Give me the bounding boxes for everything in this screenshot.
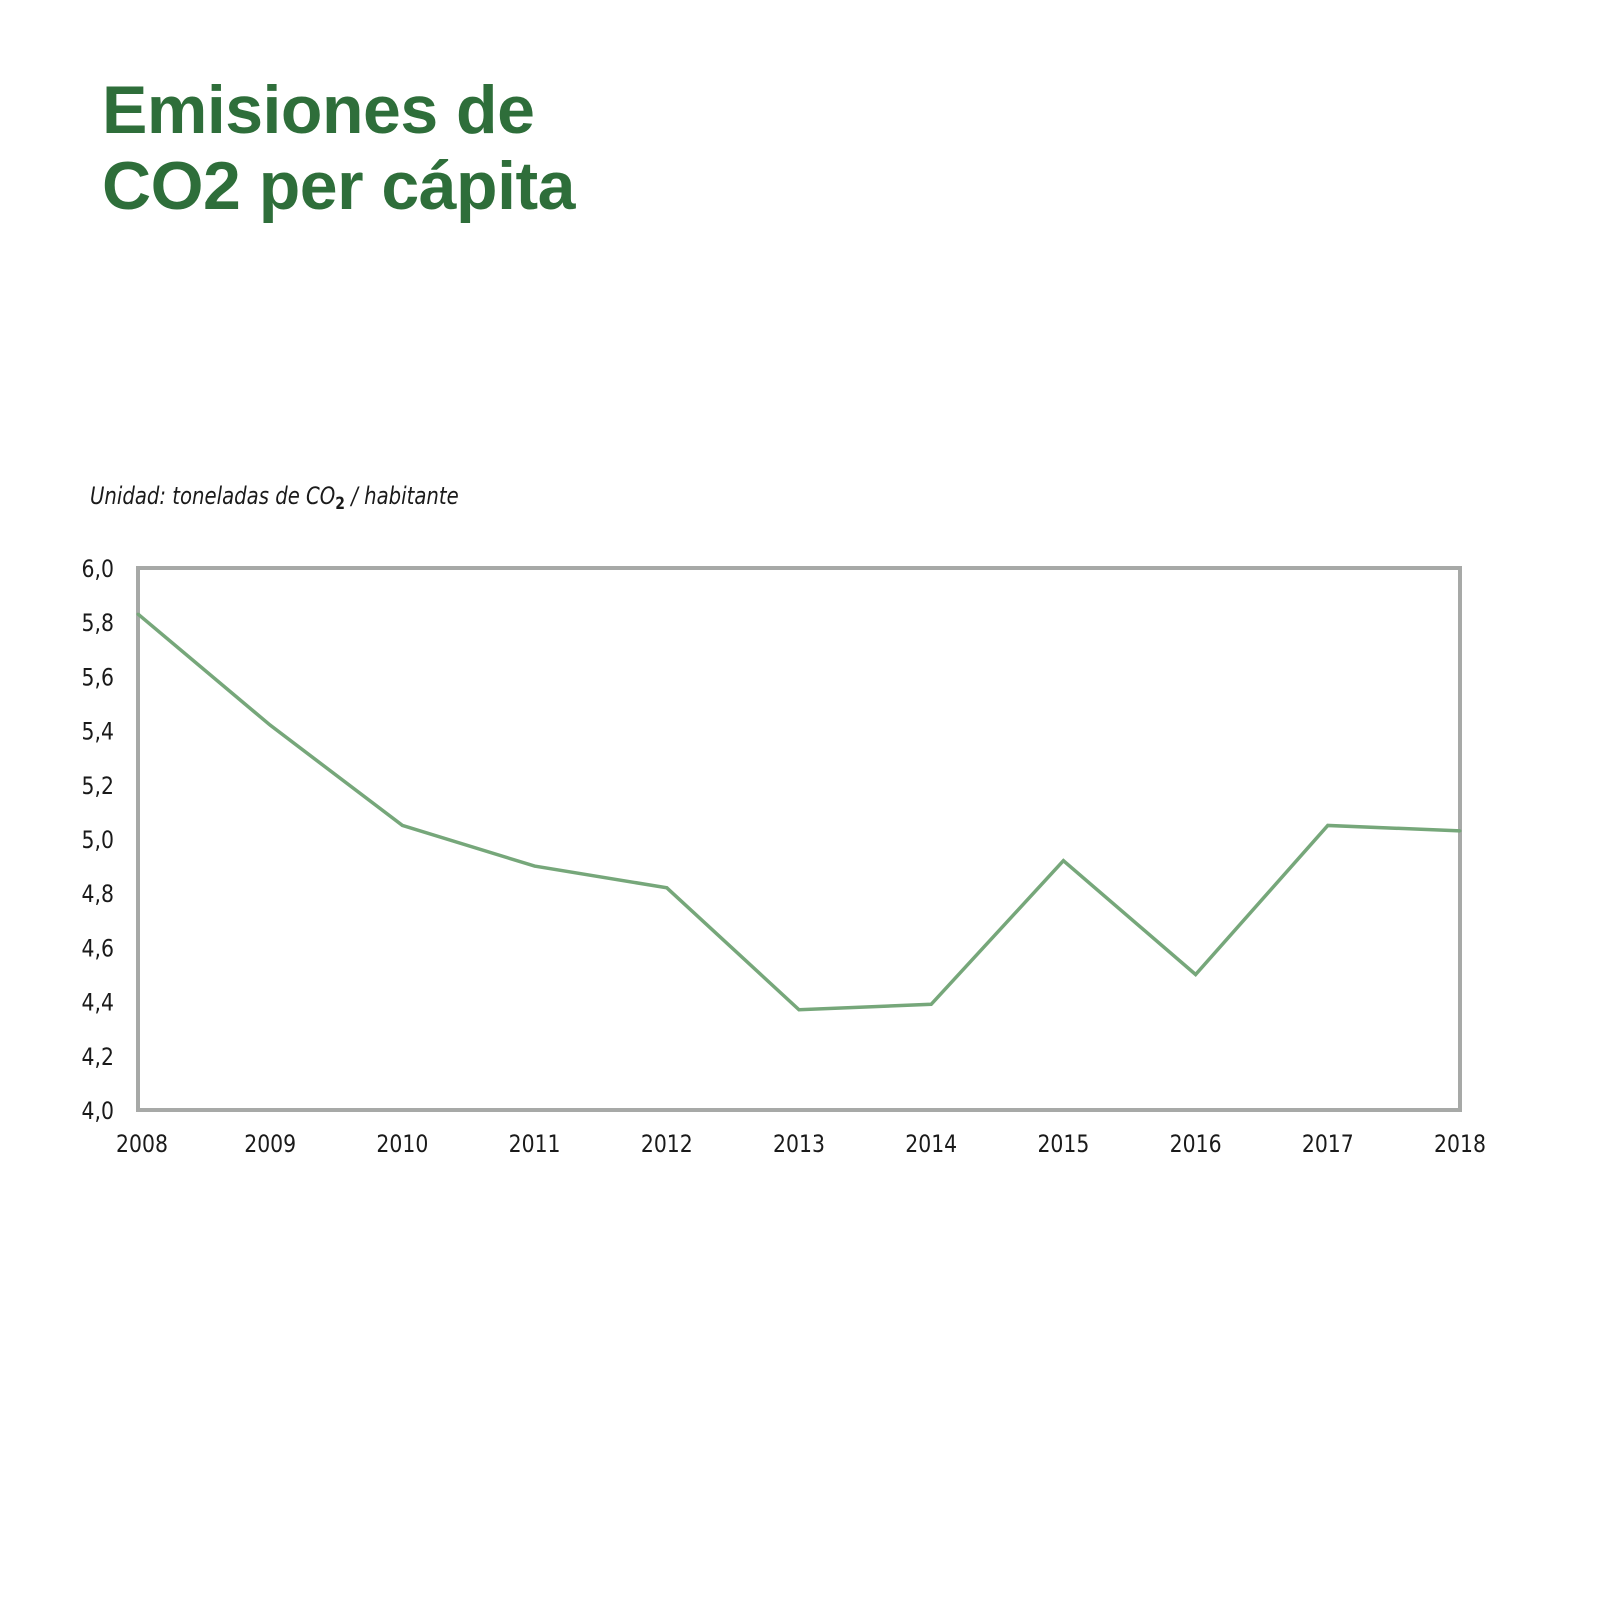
x-tick-label: 2011: [509, 1130, 561, 1158]
x-tick-label: 2017: [1302, 1130, 1354, 1158]
y-tick-label: 6,0: [82, 555, 114, 583]
data-point-2015: [1061, 859, 1065, 863]
title-line-2: CO2 per cápita: [102, 148, 575, 224]
plot-frame: [136, 566, 1462, 1112]
unit-subscript: 2: [335, 494, 346, 514]
x-tick-label: 2015: [1037, 1130, 1089, 1158]
y-tick-label: 4,2: [82, 1043, 114, 1071]
y-tick-label: 4,8: [82, 881, 114, 909]
x-axis-ticks: 2008 2009 2010 2011 2012 2013 2014 2015 2016 2017…: [116, 1130, 1486, 1158]
x-tick-label: 2012: [641, 1130, 693, 1158]
data-point-2009: [268, 723, 272, 727]
x-tick-label: 2016: [1170, 1130, 1222, 1158]
y-tick-label: 5,2: [82, 772, 114, 800]
y-axis-ticks: 4,0 4,2 4,4 4,6 4,8 5,0 5,2 5,4 5,6 5,8 6,0: [82, 555, 114, 1125]
page-title: Emisiones de CO2 per cápita: [102, 72, 575, 224]
y-tick-label: 5,0: [82, 826, 114, 854]
series-line: [136, 612, 1461, 1012]
y-tick-label: 4,6: [82, 935, 114, 963]
x-tick-label: 2014: [905, 1130, 957, 1158]
data-point-2016: [1194, 973, 1198, 976]
x-tick-label: 2013: [773, 1130, 825, 1158]
title-line-1: Emisiones de: [102, 72, 535, 148]
y-tick-label: 5,6: [82, 664, 114, 692]
data-point-2012: [665, 886, 669, 890]
y-tick-label: 5,8: [82, 610, 114, 638]
data-point-2017: [1326, 823, 1330, 827]
y-tick-label: 5,4: [82, 718, 114, 746]
unit-suffix: / habitante: [345, 482, 459, 510]
data-point-2014: [929, 1002, 933, 1006]
x-tick-label: 2018: [1434, 1130, 1486, 1158]
unit-label: Unidad: toneladas de CO2 / habitante: [90, 482, 459, 514]
data-points: [136, 612, 1462, 1012]
y-tick-label: 4,0: [82, 1097, 114, 1125]
y-tick-label: 4,4: [82, 989, 114, 1017]
x-tick-label: 2010: [376, 1130, 428, 1158]
x-tick-label: 2009: [244, 1130, 296, 1158]
data-point-2008: [136, 612, 140, 616]
data-point-2018: [1458, 829, 1462, 833]
data-point-2010: [400, 823, 404, 827]
data-point-2011: [533, 864, 537, 868]
x-tick-label: 2008: [116, 1130, 168, 1158]
data-point-2013: [797, 1008, 801, 1012]
unit-prefix: Unidad: toneladas de CO: [90, 482, 336, 510]
